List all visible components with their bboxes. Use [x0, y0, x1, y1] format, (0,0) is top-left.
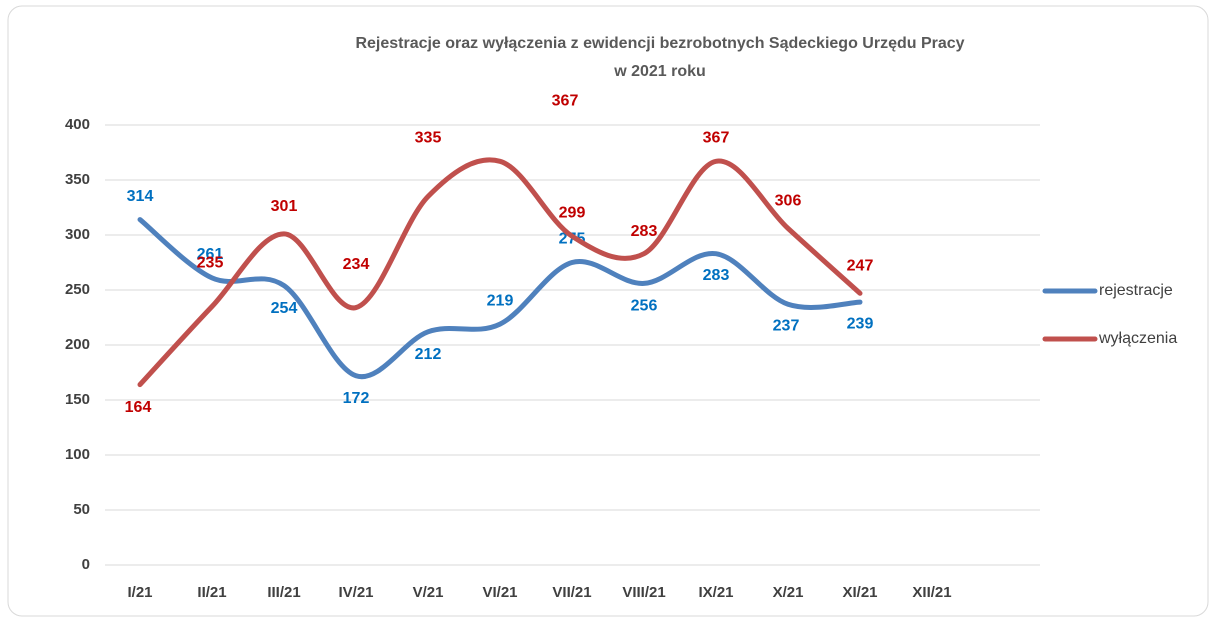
data-label: 335	[415, 130, 442, 147]
x-tick-label: II/21	[197, 584, 226, 601]
data-label: 283	[631, 223, 658, 240]
legend-label: wyłączenia	[1098, 330, 1177, 347]
y-tick-label: 50	[73, 501, 90, 518]
data-label: 299	[559, 204, 586, 221]
x-tick-label: IV/21	[338, 584, 373, 601]
y-tick-label: 350	[65, 171, 90, 188]
y-tick-label: 200	[65, 336, 90, 353]
series-line	[137, 217, 863, 380]
x-tick-label: VIII/21	[622, 584, 665, 601]
data-label: 367	[552, 93, 579, 110]
x-tick-label: XI/21	[842, 584, 877, 601]
y-tick-label: 150	[65, 391, 90, 408]
data-label: 283	[703, 267, 730, 284]
x-tick-label: XII/21	[912, 584, 951, 601]
chart-title: w 2021 roku	[613, 63, 706, 80]
x-tick-label: IX/21	[698, 584, 733, 601]
chart-frame	[7, 5, 1209, 617]
y-tick-label: 400	[65, 116, 90, 133]
data-label: 247	[847, 258, 874, 275]
data-label: 367	[703, 130, 730, 147]
y-tick-label: 300	[65, 226, 90, 243]
y-tick-label: 0	[82, 556, 90, 573]
data-label: 172	[343, 390, 370, 407]
data-label: 164	[125, 399, 152, 416]
y-tick-label: 250	[65, 281, 90, 298]
data-label: 314	[127, 188, 154, 205]
data-label: 254	[271, 300, 298, 317]
data-label: 234	[343, 256, 370, 273]
data-label: 301	[271, 198, 298, 215]
data-label: 261	[197, 246, 224, 263]
series-line	[137, 157, 863, 388]
data-label: 275	[559, 231, 586, 248]
x-tick-label: VI/21	[482, 584, 517, 601]
data-label: 306	[775, 193, 802, 210]
x-tick-label: VII/21	[552, 584, 591, 601]
chart-title: Rejestracje oraz wyłączenia z ewidencji …	[355, 35, 964, 52]
x-tick-label: X/21	[773, 584, 804, 601]
y-tick-label: 100	[65, 446, 90, 463]
data-label: 219	[487, 292, 514, 309]
data-label: 237	[773, 318, 800, 335]
x-tick-label: I/21	[127, 584, 152, 601]
data-label: 212	[415, 346, 442, 363]
legend-label: rejestracje	[1099, 282, 1173, 299]
data-label: 239	[847, 315, 874, 332]
data-label: 256	[631, 298, 658, 315]
data-label: 235	[197, 255, 224, 272]
x-tick-label: V/21	[413, 584, 444, 601]
x-tick-label: III/21	[267, 584, 300, 601]
